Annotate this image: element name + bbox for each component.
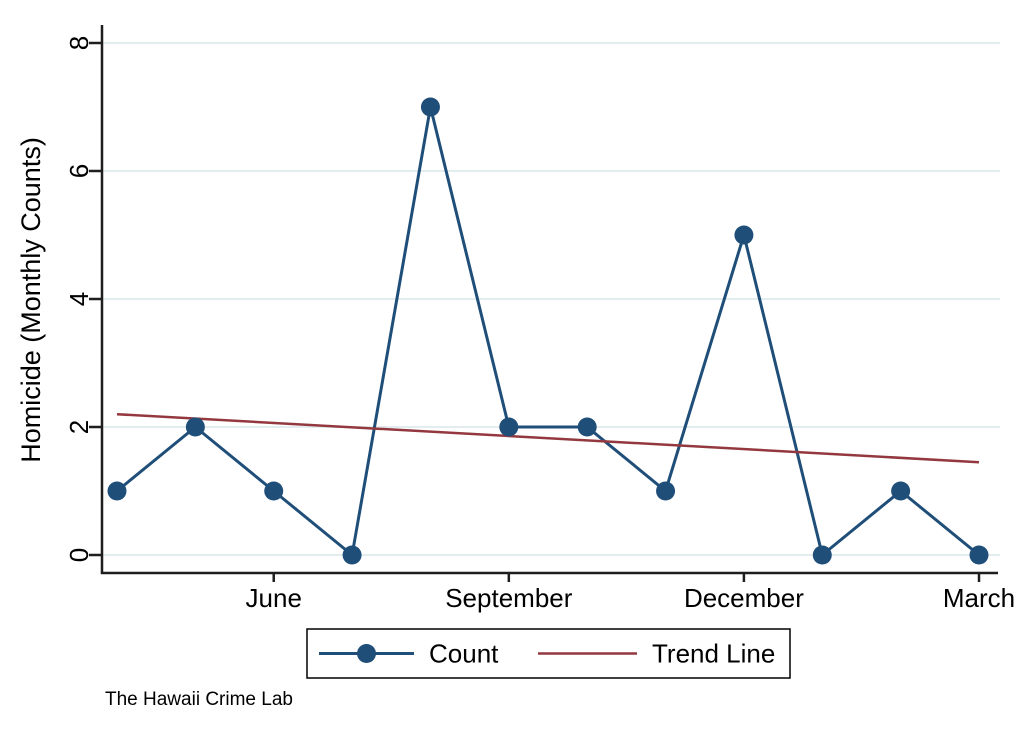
count-data-point: [734, 225, 754, 245]
count-data-point: [420, 97, 440, 117]
count-data-point: [969, 545, 989, 565]
count-data-point: [264, 481, 284, 501]
y-tick-label: 6: [64, 164, 94, 178]
data-series: [107, 97, 989, 565]
count-data-point: [342, 545, 362, 565]
count-data-point: [891, 481, 911, 501]
count-data-point: [185, 417, 205, 437]
count-data-point: [656, 481, 676, 501]
count-data-point: [499, 417, 519, 437]
legend-count-marker-icon: [357, 644, 376, 663]
y-tick-label: 8: [64, 36, 94, 50]
x-tick-label: March: [943, 583, 1015, 613]
chart-caption: The Hawaii Crime Lab: [105, 689, 293, 710]
legend-count-label: Count: [429, 639, 499, 669]
y-tick-label: 4: [64, 292, 94, 306]
x-tick-label: June: [246, 583, 302, 613]
x-axis-ticks: June September December March: [246, 573, 1015, 613]
gridlines: [102, 42, 1000, 556]
legend-trend-label: Trend Line: [652, 639, 775, 669]
count-series-line: [116, 106, 980, 558]
y-axis-ticks: 0 2 4 6 8: [64, 36, 102, 562]
x-tick-label: September: [445, 583, 573, 613]
y-tick-label: 0: [64, 548, 94, 562]
count-data-point: [107, 481, 127, 501]
count-data-point: [577, 417, 597, 437]
y-axis-title: Homicide (Monthly Counts): [16, 137, 46, 463]
count-data-point: [812, 545, 832, 565]
legend: Count Trend Line: [306, 628, 791, 679]
y-tick-label: 2: [64, 420, 94, 434]
trend-line: [116, 412, 980, 464]
x-tick-label: December: [684, 583, 804, 613]
